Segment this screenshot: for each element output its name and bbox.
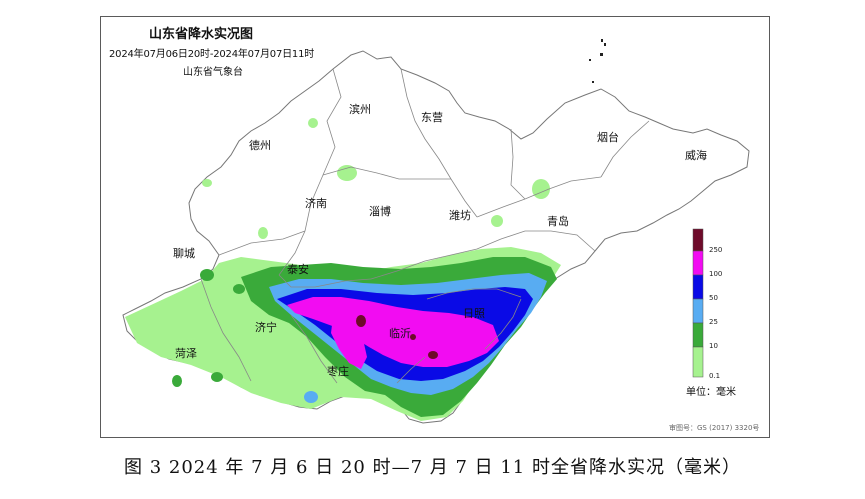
legend-label-250: 250 — [709, 246, 723, 254]
rain-layer-250mm — [356, 315, 438, 359]
map-time-range: 2024年07月06日20时-2024年07月07日11时 — [109, 49, 315, 60]
map-frame: 山东省降水实况图 2024年07月06日20时-2024年07月07日11时 山… — [100, 16, 770, 438]
city-label-zaozhuang: 枣庄 — [327, 365, 349, 378]
map-title: 山东省降水实况图 — [149, 27, 254, 42]
legend-label-10: 10 — [709, 342, 718, 350]
legend-swatch-100 — [692, 250, 704, 276]
legend-label-50: 50 — [709, 294, 718, 302]
legend-swatch-50 — [692, 274, 704, 300]
city-label-zibo: 淄博 — [369, 205, 391, 218]
legend-swatch-0.1 — [692, 346, 704, 378]
city-label-heze: 菏泽 — [175, 347, 197, 360]
legend-swatch-10 — [692, 322, 704, 348]
legend-bar — [692, 228, 704, 378]
legend-label-25: 25 — [709, 318, 718, 326]
city-label-liaocheng: 聊城 — [173, 247, 195, 260]
city-label-yantai: 烟台 — [597, 131, 619, 144]
city-label-linyi: 临沂 — [389, 327, 411, 340]
city-label-binzhou: 滨州 — [349, 103, 371, 116]
legend-label-0.1: 0.1 — [709, 372, 721, 380]
city-boundaries — [200, 68, 650, 384]
city-label-weifang: 潍坊 — [449, 209, 471, 222]
shandong-precip-map — [122, 39, 750, 424]
review-number: 审图号：GS (2017) 3320号 — [669, 424, 760, 432]
city-label-dongying: 东营 — [421, 111, 443, 124]
figure-caption: 图 3 2024 年 7 月 6 日 20 时—7 月 7 日 11 时全省降水… — [124, 457, 741, 478]
map-agency: 山东省气象台 — [183, 67, 243, 78]
city-label-rizhao: 日照 — [463, 307, 485, 320]
city-label-weihai: 威海 — [685, 149, 707, 162]
city-label-jinan: 济南 — [305, 197, 327, 210]
legend-label-100: 100 — [709, 270, 723, 278]
islands — [589, 39, 606, 83]
legend-unit-label: 单位：毫米 — [686, 387, 736, 398]
city-label-qingdao: 青岛 — [547, 215, 569, 228]
city-label-jining: 济宁 — [255, 321, 277, 334]
rain-layer-100mm — [287, 297, 499, 369]
city-label-taian: 泰安 — [287, 263, 309, 276]
legend-swatch-250 — [692, 228, 704, 252]
legend-swatch-25 — [692, 298, 704, 324]
city-label-dezhou: 德州 — [249, 139, 271, 152]
